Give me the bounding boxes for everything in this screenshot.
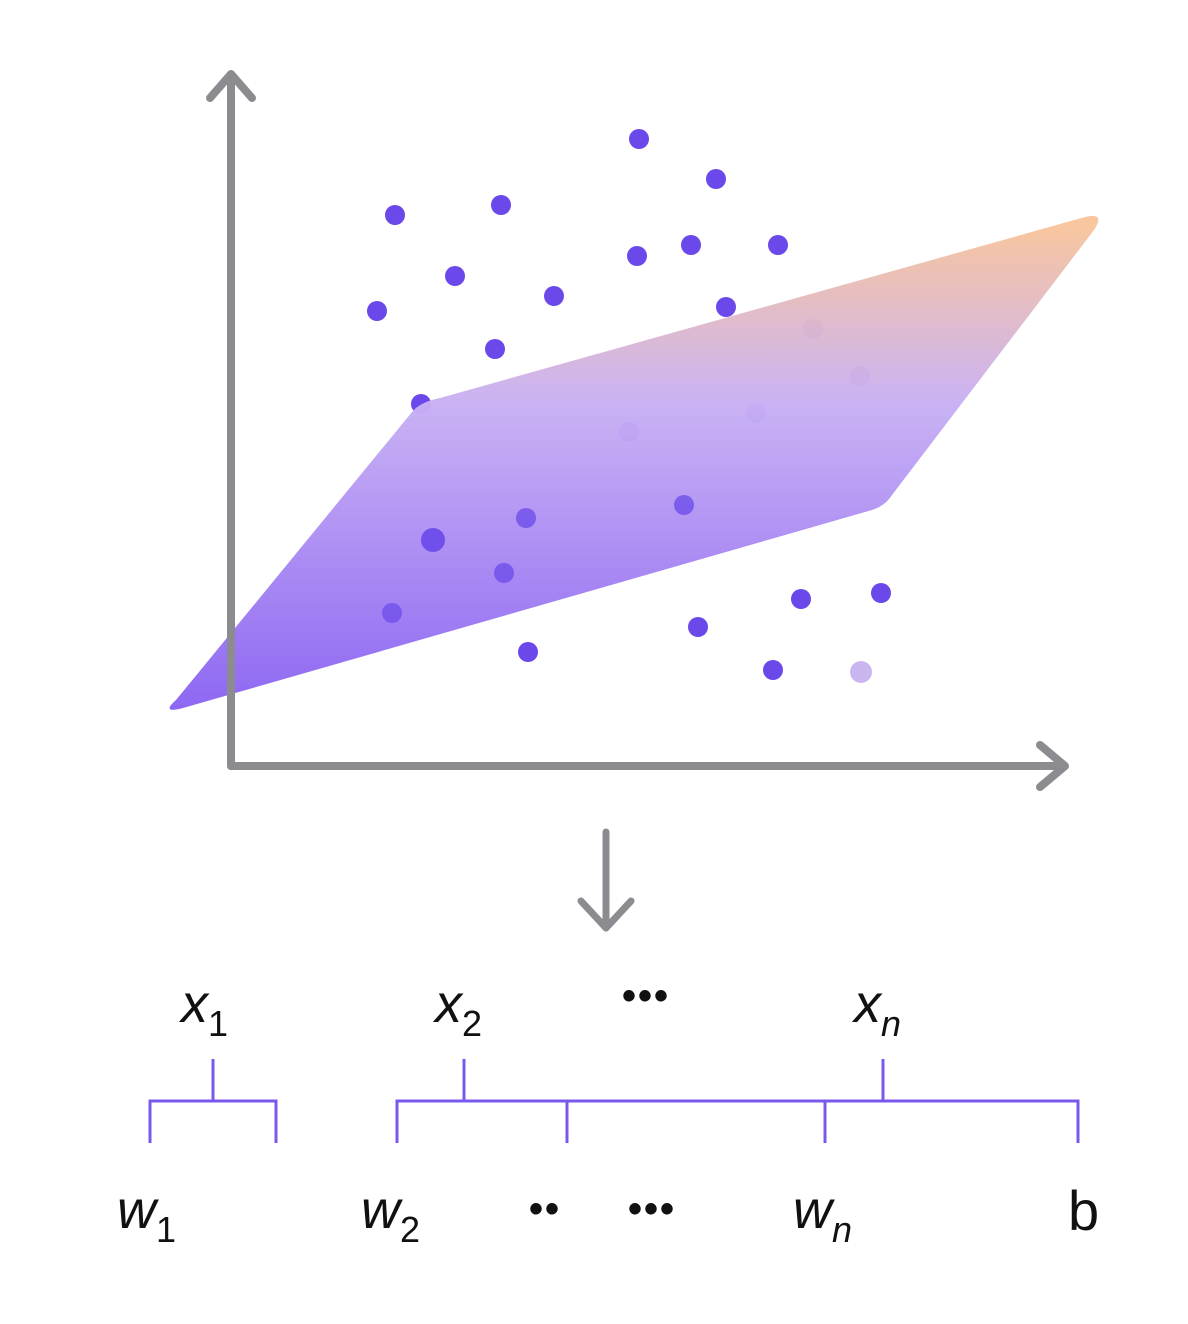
weight-brackets: [148, 1059, 1080, 1143]
weight-ellipsis: •••: [628, 1187, 676, 1231]
data-point: [367, 301, 387, 321]
bias-b: b: [1068, 1179, 1099, 1242]
data-point: [494, 563, 514, 583]
input-x2: x2: [432, 974, 482, 1044]
bracket-x1: [148, 1099, 278, 1143]
data-point: [629, 129, 649, 149]
weight-wn: wn: [793, 1180, 852, 1250]
arrow-up-icon: [206, 70, 256, 102]
bracket-rest: [395, 1099, 1080, 1143]
data-point: [681, 235, 701, 255]
data-point: [516, 508, 536, 528]
input-ellipsis: •••: [622, 974, 670, 1018]
input-x1: x1: [178, 974, 228, 1044]
data-point: [688, 617, 708, 637]
weight-w2: w2: [361, 1180, 420, 1250]
data-point: [544, 286, 564, 306]
input-xn: xn: [851, 974, 901, 1044]
data-point: [871, 583, 891, 603]
data-point: [485, 339, 505, 359]
data-point: [627, 246, 647, 266]
data-point: [445, 266, 465, 286]
data-point: [491, 195, 511, 215]
data-point: [763, 660, 783, 680]
data-point: [791, 589, 811, 609]
input-labels: x1 x2 ••• xn: [178, 974, 901, 1044]
axes: [206, 70, 1069, 791]
data-point-light: [850, 661, 872, 683]
data-point: [768, 235, 788, 255]
weight-ellipsis-short: ••: [529, 1187, 561, 1231]
data-point: [716, 297, 736, 317]
data-point: [674, 495, 694, 515]
data-point: [706, 169, 726, 189]
arrow-right-icon: [1036, 741, 1069, 791]
data-point: [518, 642, 538, 662]
regression-plane: [169, 215, 1099, 710]
weight-w1: w1: [117, 1180, 176, 1250]
data-point: [385, 205, 405, 225]
data-point: [382, 603, 402, 623]
weight-labels: w1 w2 •• ••• wn b: [117, 1179, 1099, 1250]
arrow-down-icon: [577, 828, 635, 932]
points-in-front-of-plane: [382, 495, 891, 683]
data-point: [421, 528, 445, 552]
